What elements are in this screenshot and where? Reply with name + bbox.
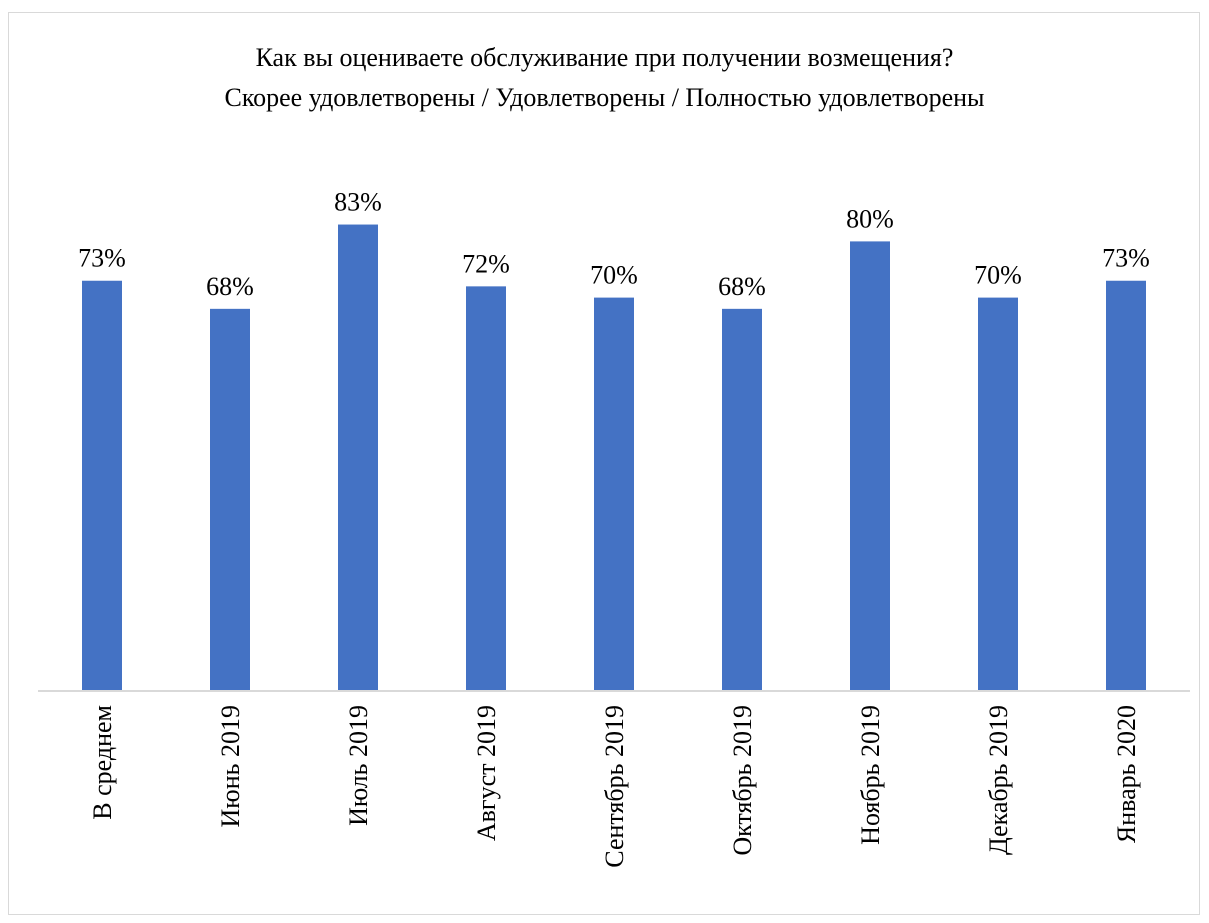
data-label: 70%	[974, 261, 1022, 290]
x-tick-label: Сентябрь 2019	[600, 705, 629, 868]
bar	[1106, 280, 1146, 691]
data-label: 80%	[846, 204, 894, 233]
bar	[722, 308, 762, 691]
x-tick-label: Август 2019	[472, 705, 501, 841]
x-tick-label: Ноябрь 2019	[856, 705, 885, 845]
x-tick-label: В среднем	[88, 705, 117, 820]
chart-title: Как вы оцениваете обслуживание при получ…	[255, 43, 954, 72]
bar	[338, 224, 378, 692]
data-label: 70%	[590, 261, 638, 290]
bar	[978, 297, 1018, 691]
data-label: 73%	[1102, 244, 1150, 273]
data-label: 72%	[462, 249, 510, 278]
x-tick-label: Январь 2020	[1112, 705, 1141, 843]
bar	[466, 286, 506, 691]
data-label: 68%	[718, 272, 766, 301]
bar	[82, 280, 122, 691]
x-tick-label: Декабрь 2019	[984, 705, 1013, 855]
bar	[210, 308, 250, 691]
data-label: 73%	[78, 244, 126, 273]
bars-layer	[82, 224, 1146, 692]
data-labels-layer: 73% 68% 83% 72% 70% 68% 80% 70% 73%	[78, 188, 1150, 301]
tick-labels-layer: В среднем Июнь 2019 Июль 2019 Август 2019 Се…	[88, 705, 1141, 868]
x-tick-label: Июль 2019	[344, 705, 373, 826]
x-tick-label: Октябрь 2019	[728, 705, 757, 856]
bar	[850, 241, 890, 691]
chart-title-block: Как вы оцениваете обслуживание при получ…	[0, 38, 1209, 118]
chart-subtitle: Скорее удовлетворены / Удовлетворены / П…	[224, 83, 985, 112]
data-label: 68%	[206, 272, 254, 301]
data-label: 83%	[334, 188, 382, 217]
x-tick-label: Июнь 2019	[216, 705, 245, 827]
bar	[594, 297, 634, 691]
